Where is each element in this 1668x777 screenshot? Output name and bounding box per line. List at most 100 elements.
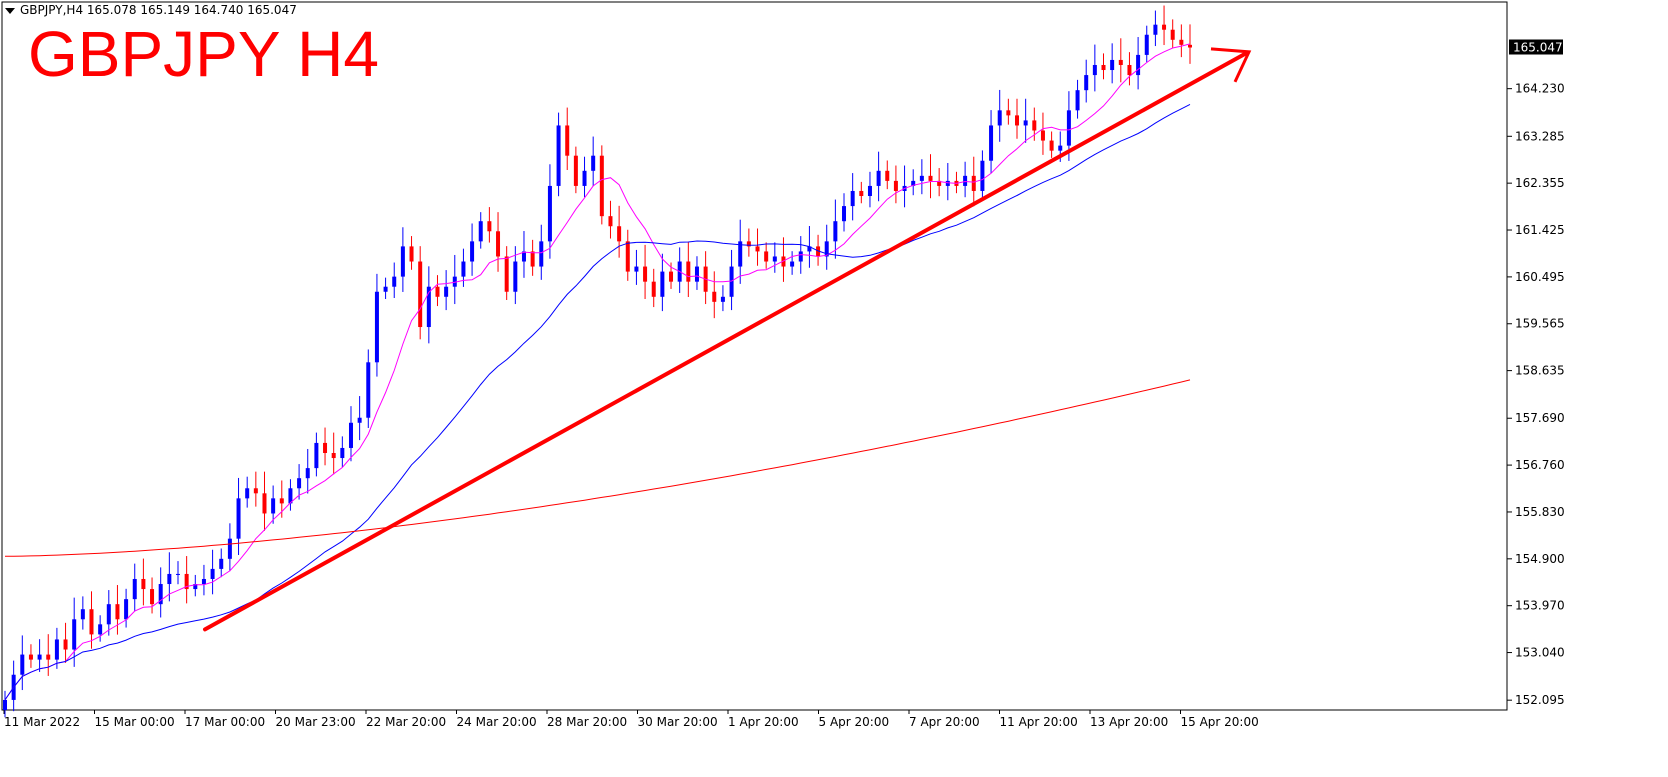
candle-body <box>314 442 319 469</box>
candle-body <box>634 266 639 272</box>
ma-fast-line <box>4 43 1191 701</box>
candle-body <box>885 170 890 181</box>
candle-body <box>1084 75 1089 91</box>
candle-body <box>348 422 353 448</box>
candle-body <box>720 296 725 302</box>
candle-body <box>115 604 120 620</box>
candle-body <box>919 175 924 181</box>
trend-line <box>203 51 1247 632</box>
candle-body <box>435 286 440 297</box>
candle-body <box>279 498 284 504</box>
candle-body <box>790 261 795 267</box>
candle-body <box>945 180 950 186</box>
candle-body <box>625 241 630 272</box>
y-tick-label: 157.690 <box>1515 411 1565 425</box>
candle-body <box>521 251 526 262</box>
candle-body <box>1075 90 1080 111</box>
candle-body <box>366 362 371 418</box>
y-tick-label: 163.285 <box>1515 129 1565 143</box>
current-price-tag <box>1509 39 1563 55</box>
candle-body <box>106 604 111 625</box>
candle-body <box>383 286 388 292</box>
candle-body <box>478 221 483 242</box>
candle-body <box>1110 59 1115 71</box>
candle-body <box>1049 140 1054 151</box>
candle-body <box>643 266 648 282</box>
candle-body <box>1162 24 1167 30</box>
candle-body <box>1058 145 1063 151</box>
y-tick-label: 158.635 <box>1515 364 1565 378</box>
candle-body <box>893 180 898 191</box>
candle-body <box>1006 110 1011 116</box>
y-tick-label: 153.040 <box>1515 646 1565 660</box>
candle-body <box>980 160 985 191</box>
candle-body <box>210 568 215 579</box>
candle-body <box>409 246 414 262</box>
candle-body <box>833 221 838 242</box>
candle-body <box>859 190 864 197</box>
candle-body <box>444 286 449 297</box>
candle-body <box>651 281 656 297</box>
candle-body <box>1092 64 1097 76</box>
x-tick-label: 22 Mar 20:00 <box>366 715 446 729</box>
candle-body <box>124 599 129 620</box>
candle-body <box>504 256 509 292</box>
candle-body <box>167 573 172 585</box>
candle-body <box>876 170 881 186</box>
candle-body <box>28 654 33 660</box>
ohlc-info-bar: GBPJPY,H4 165.078 165.149 164.740 165.04… <box>20 3 297 17</box>
x-tick-label: 13 Apr 20:00 <box>1090 715 1168 729</box>
ma-mid-line <box>4 103 1191 701</box>
candle-body <box>271 498 276 514</box>
y-tick-label: 161.425 <box>1515 223 1565 237</box>
candle-body <box>547 185 552 242</box>
candle-body <box>219 558 224 569</box>
ma-slow-line <box>4 379 1191 557</box>
candle-body <box>418 261 423 328</box>
candle-body <box>582 170 587 186</box>
candle-body <box>867 185 872 197</box>
candle-body <box>357 417 362 423</box>
candle-body <box>1101 64 1106 71</box>
x-tick-label: 11 Apr 20:00 <box>1000 715 1078 729</box>
candle-body <box>937 180 942 186</box>
candle-body <box>297 478 302 489</box>
x-tick-label: 7 Apr 20:00 <box>909 715 980 729</box>
candle-body <box>1118 59 1123 65</box>
candle-body <box>997 110 1002 126</box>
candle-body <box>591 155 596 171</box>
x-tick-label: 11 Mar 2022 <box>4 715 80 729</box>
candle-body <box>738 241 743 267</box>
candle-body <box>1023 120 1028 126</box>
y-tick-label: 162.355 <box>1515 176 1565 190</box>
candle-body <box>426 286 431 328</box>
symbol-menu-caret-icon[interactable] <box>5 8 15 14</box>
candle-body <box>816 246 821 257</box>
candle-body <box>89 609 94 635</box>
candle-body <box>729 266 734 297</box>
candle-body <box>1170 29 1175 40</box>
candle-body <box>513 261 518 292</box>
candle-body <box>80 609 85 620</box>
candle-body <box>158 584 163 605</box>
candle-body <box>539 241 544 267</box>
candle-body <box>1040 130 1045 141</box>
x-tick-label: 28 Mar 20:00 <box>547 715 627 729</box>
candle-body <box>928 175 933 181</box>
candle-body <box>193 584 198 590</box>
candle-body <box>487 221 492 232</box>
candle-body <box>227 538 232 559</box>
trend-arrow-head <box>1210 47 1252 83</box>
x-tick-label: 5 Apr 20:00 <box>819 715 890 729</box>
y-tick-label: 160.495 <box>1515 270 1565 284</box>
candle-body <box>989 125 994 161</box>
candle-body <box>1127 64 1132 76</box>
candle-body <box>340 447 345 459</box>
y-tick-label: 153.970 <box>1515 599 1565 613</box>
candle-body <box>288 488 293 504</box>
y-tick-label: 155.830 <box>1515 505 1565 519</box>
candle-body <box>824 241 829 257</box>
candle-body <box>1188 44 1192 48</box>
